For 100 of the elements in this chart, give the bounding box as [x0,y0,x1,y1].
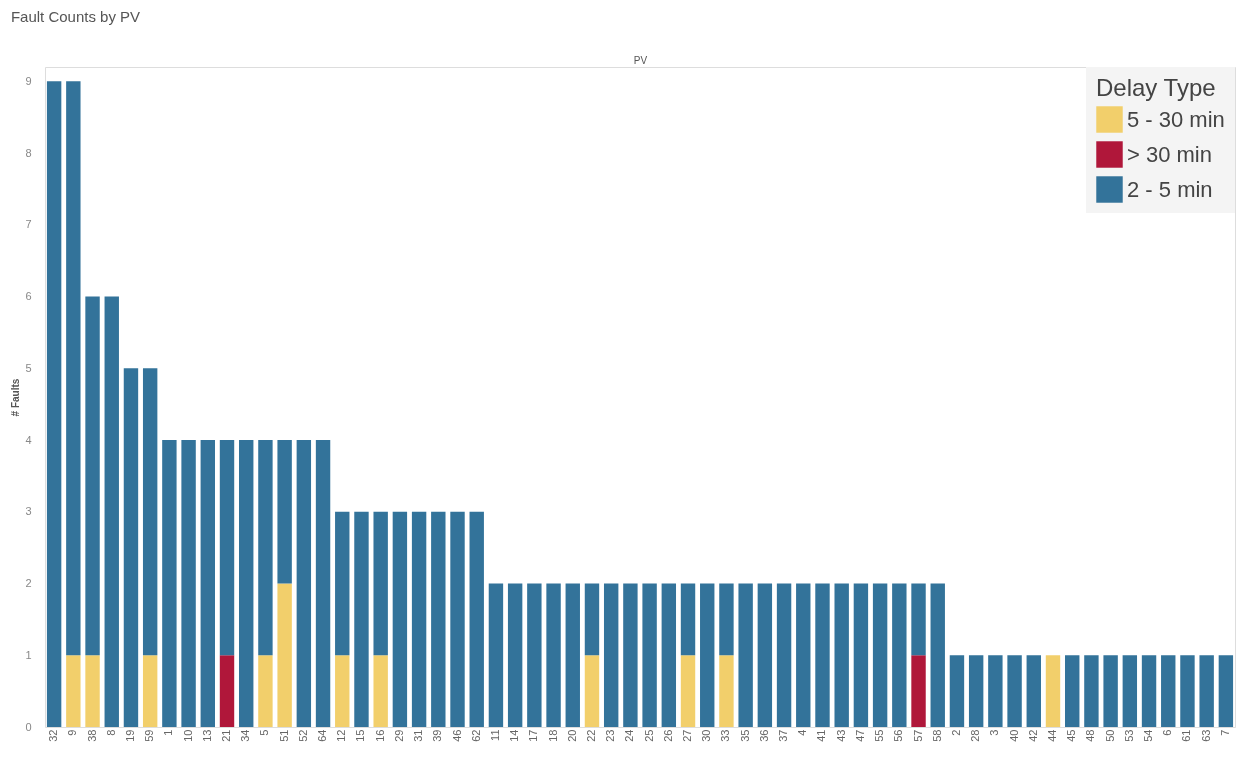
x-tick-label: 24 [623,729,636,742]
bar [700,583,715,727]
bar [546,583,561,727]
x-tick-label: 11 [488,729,501,741]
x-tick-label: 9 [66,729,79,736]
legend-label: 5 - 30 min [1127,106,1225,132]
x-tick-label: 38 [85,729,98,742]
x-tick-label: 57 [911,729,924,742]
bar [1141,655,1157,727]
bar [930,583,945,727]
bar [411,511,427,727]
bar [661,583,677,727]
bar [853,583,869,727]
bar [680,655,696,727]
bar [603,583,619,727]
x-tick-label: 14 [508,729,521,742]
y-tick-label: 0 [25,720,32,733]
x-tick-label: 42 [1026,729,1039,742]
x-tick-label: 41 [815,729,828,742]
x-tick-label: 36 [757,729,770,742]
x-tick-label: 10 [181,729,194,742]
legend-label: 2 - 5 min [1127,176,1213,202]
x-tick-label: 47 [853,729,866,742]
bar [488,583,504,727]
bar [834,583,849,727]
y-tick-label: 8 [25,146,32,159]
x-tick-label: 28 [969,729,982,742]
bar [469,511,484,727]
x-tick-label: 12 [335,729,348,742]
x-tick-label: 50 [1103,729,1116,742]
x-tick-label: 35 [738,729,751,742]
bar [296,440,312,727]
bar [85,655,100,727]
bar [392,511,408,727]
x-tick-label: 21 [220,729,233,742]
x-tick-label: 15 [354,729,367,742]
bar [1007,655,1022,727]
x-tick-label: 13 [200,729,213,742]
bar [527,583,542,727]
x-tick-label: 4 [796,729,809,736]
bar [335,511,350,656]
x-tick-label: 33 [719,729,732,742]
y-tick-label: 3 [25,505,32,518]
bar [584,583,600,656]
y-tick-label: 4 [25,433,32,446]
bar [623,583,638,727]
bar [680,583,696,656]
bar [431,511,446,727]
x-tick-label: 1 [162,729,175,736]
x-tick-label: 63 [1199,729,1212,742]
bar [507,583,523,727]
bar [66,655,81,727]
x-tick-label: 46 [450,729,463,742]
bar [85,296,100,656]
bar [1026,655,1041,727]
y-tick-label: 2 [25,577,32,590]
bar [1045,655,1061,727]
bar [277,583,292,727]
y-tick-label: 7 [25,218,32,231]
x-tick-label: 16 [373,729,386,742]
bar [373,511,388,656]
bar [776,583,792,727]
x-tick-label: 7 [1218,729,1231,736]
bar [1084,655,1099,727]
bar [219,655,235,727]
bar [757,583,773,727]
bar [968,655,984,727]
bar [315,440,331,727]
bar [162,440,177,727]
bar [219,440,235,656]
x-tick-label: 56 [892,729,905,742]
bar [738,583,753,727]
bar [142,655,158,727]
x-tick-label: 37 [777,729,790,742]
x-tick-label: 53 [1122,729,1135,742]
bar [1122,655,1138,727]
x-tick-label: 2 [949,729,962,736]
bar [258,440,273,656]
x-tick-label: 43 [834,729,847,742]
x-tick-label: 8 [104,729,117,736]
bar [892,583,907,727]
y-tick-label: 9 [25,74,32,87]
y-axis-title: # Faults [10,378,22,417]
x-tick-label: 30 [700,729,713,742]
bar [949,655,965,727]
x-tick-label: 3 [988,729,1001,736]
x-tick-label: 27 [681,729,694,742]
x-tick-label: 18 [546,729,559,742]
x-tick-label: 29 [392,729,405,742]
x-tick-label: 45 [1065,729,1078,742]
y-tick-label: 5 [25,361,32,374]
bar [123,368,139,727]
x-tick-label: 22 [584,729,597,742]
bar [373,655,388,727]
x-tick-label: 59 [143,729,156,742]
x-tick-label: 55 [873,729,886,742]
x-tick-label: 34 [239,729,252,742]
x-tick-label: 32 [47,729,60,742]
bar [142,368,158,656]
x-tick-label: 31 [412,729,425,742]
